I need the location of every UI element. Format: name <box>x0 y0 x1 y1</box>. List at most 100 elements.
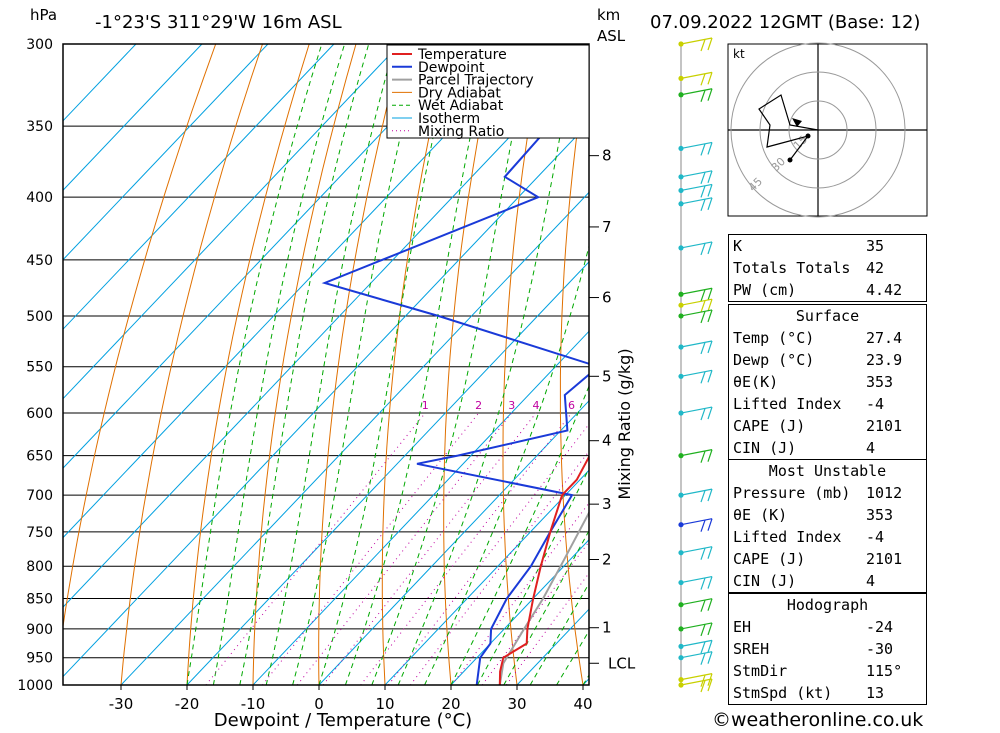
row-value: 27.4 <box>866 329 903 347</box>
valid-datetime: 07.09.2022 12GMT (Base: 12) <box>650 12 920 33</box>
wind-barb-flag <box>700 311 706 324</box>
temperature-tick-label: 30 <box>507 695 526 713</box>
wet-adiabat-line <box>529 582 589 685</box>
legend-label: Dry Adiabat <box>418 85 501 101</box>
table-row: Temp (°C) 27.4 <box>729 327 926 349</box>
wind-barb-shaft <box>680 651 713 659</box>
height-unit: km <box>597 6 620 24</box>
wind-barb-shaft <box>680 183 713 192</box>
mixing-ratio-label: 2 <box>475 399 482 412</box>
row-value: 4 <box>866 572 876 590</box>
isotherm-line <box>450 539 589 685</box>
dry-adiabat-line <box>186 44 310 685</box>
wind-barb-shaft <box>680 488 713 496</box>
wind-barb-flag <box>707 340 713 354</box>
wind-barb-flag <box>700 600 706 612</box>
wind-barb-flag <box>707 640 713 653</box>
wind-barb-flag <box>707 197 713 210</box>
row-value: 35 <box>866 237 885 255</box>
wind-barb-flag <box>700 172 706 185</box>
legend-label: Wet Adiabat <box>418 98 504 114</box>
mixing-ratio-label: 8 <box>594 399 601 412</box>
dry-adiabat-line <box>381 44 451 685</box>
table-row: Totals Totals 42 <box>729 257 926 279</box>
mixing-ratio-line <box>451 502 589 685</box>
temperature-tick-label: 40 <box>573 695 592 713</box>
wind-profile <box>678 37 713 693</box>
dry-adiabat-line <box>443 44 497 685</box>
wind-barb-flag <box>700 371 706 384</box>
isotherm-line <box>63 44 269 261</box>
row-value: 115° <box>866 662 903 680</box>
table-row: CAPE (J) 2101 <box>729 548 926 570</box>
mixing-ratio-label: 15 <box>650 399 664 412</box>
table-row: Pressure (mb) 1012 <box>729 482 926 504</box>
isotherm-line <box>318 400 589 685</box>
mixing-ratio-label: 3 <box>508 399 515 412</box>
wind-barb-shaft <box>680 546 713 554</box>
pressure-tick-label: 350 <box>26 119 53 135</box>
height-tick-label: 6 <box>602 289 612 307</box>
wind-barb-flag <box>700 90 706 102</box>
height-tick-label: 1 <box>602 619 612 637</box>
wind-barb-flag <box>707 622 713 636</box>
wind-barb-shaft <box>680 170 713 178</box>
pressure-tick-label: 550 <box>26 360 53 376</box>
pressure-tick-label: 900 <box>26 622 53 638</box>
plot-frame <box>62 43 590 686</box>
row-label: θE (K) <box>733 506 788 524</box>
row-label: CIN (J) <box>733 572 797 590</box>
table-row: Lifted Index -4 <box>729 393 926 415</box>
wind-barb-flag <box>700 185 706 198</box>
row-label: Totals Totals <box>733 259 851 277</box>
wet-adiabat-line <box>186 44 323 685</box>
wind-barb-flag <box>700 73 706 86</box>
pressure-tick-label: 400 <box>26 190 53 206</box>
row-label: PW (cm) <box>733 281 797 299</box>
wind-barb-shaft <box>680 287 713 295</box>
row-value: 1012 <box>866 484 903 502</box>
wet-adiabat-line <box>212 44 346 685</box>
height-tick-label: 7 <box>602 218 612 236</box>
pressure-tick-label: 650 <box>26 449 53 465</box>
isotherm-line <box>63 44 203 191</box>
row-label: CIN (J) <box>733 439 797 457</box>
isotherm-line <box>120 191 589 685</box>
row-label: StmSpd (kt) <box>733 684 833 702</box>
wind-barb-flag <box>700 641 706 654</box>
wind-barb-flag <box>700 624 706 637</box>
hodograph-ring <box>788 100 848 160</box>
copyright-footer: ©weatheronline.co.uk <box>712 709 924 731</box>
wind-barb-flag <box>707 678 713 692</box>
mixing-ratio-label: 4 <box>533 399 540 412</box>
wind-barb-shaft <box>680 309 713 317</box>
row-label: θE(K) <box>733 373 779 391</box>
row-value: -30 <box>866 640 894 658</box>
row-label: CAPE (J) <box>733 417 806 435</box>
row-label: StmDir <box>733 662 788 680</box>
table-row: CIN (J) 4 <box>729 570 926 592</box>
wind-barb-flag <box>700 519 706 532</box>
dry-adiabat-line <box>63 44 217 630</box>
dry-adiabat-line <box>670 44 715 685</box>
table-row: StmSpd (kt) 13 <box>729 682 926 704</box>
wind-barb-flag <box>707 449 713 462</box>
row-label: Pressure (mb) <box>733 484 851 502</box>
hodograph-unit: kt <box>733 47 745 61</box>
pressure-unit: hPa <box>30 6 57 24</box>
wind-barb-flag <box>707 37 713 51</box>
most-unstable-table: Most Unstable Pressure (mb) 1012 θE (K) 353 L… <box>728 459 927 593</box>
indices-table: K 35 Totals Totals 42 PW (cm) 4.42 <box>728 234 927 302</box>
wind-barb-shaft <box>680 406 713 414</box>
height-unit-asl: ASL <box>597 27 626 45</box>
wind-barb-flag <box>700 39 706 52</box>
pressure-tick-label: 500 <box>26 309 53 325</box>
wind-barb-flag <box>700 300 706 313</box>
dry-adiabat-line <box>917 44 1000 685</box>
table-row: θE(K) 353 <box>729 371 926 393</box>
wet-adiabat-line <box>397 44 578 685</box>
wind-barb-flag <box>707 299 713 312</box>
wind-barb-flag <box>707 651 713 664</box>
row-label: Temp (°C) <box>733 329 815 347</box>
